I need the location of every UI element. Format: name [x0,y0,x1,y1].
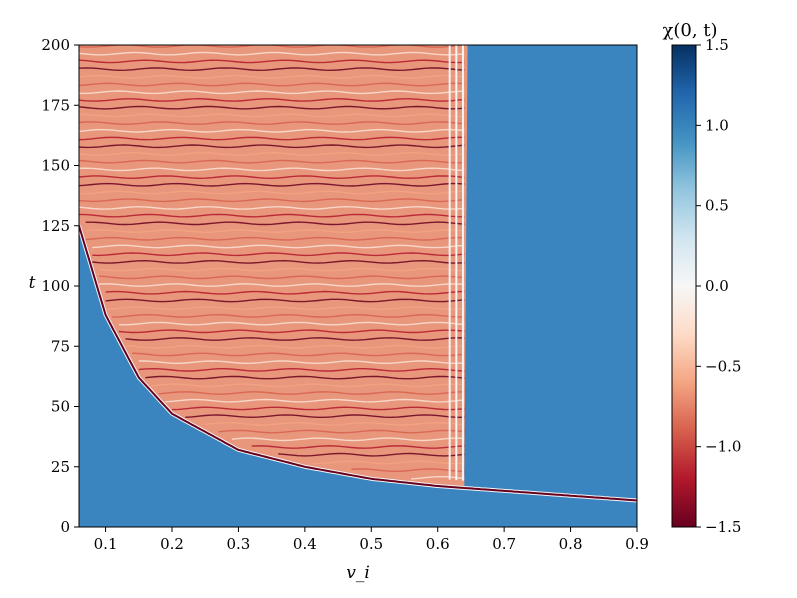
stripe [85,221,465,226]
y-tick-label: 125 [41,217,70,235]
oscillation-stripes [79,45,465,480]
stripe [79,128,465,133]
stripe [79,67,465,72]
stripe [79,74,465,79]
stripe [311,460,465,465]
stripe [79,167,465,172]
stripe [171,406,465,411]
stripe [92,244,465,249]
stripe [79,205,465,210]
x-tick-label: 0.9 [625,535,649,553]
y-tick-label: 0 [60,518,70,536]
y-tick-label: 200 [41,36,70,54]
separatrix-lines [448,45,464,481]
stripe [138,367,465,372]
stripe [79,190,465,195]
y-tick-label: 175 [41,96,70,114]
stripe [185,414,465,419]
stripe [85,229,465,234]
colorbar-tick-label: 0.5 [705,197,729,215]
stripe [92,259,465,264]
stripe [125,344,465,349]
y-tick-label: 25 [51,458,70,476]
stripe [105,298,465,303]
stripe [79,175,465,180]
x-tick-label: 0.7 [492,535,516,553]
stripe [218,429,465,434]
x-tick-label: 0.8 [559,535,583,553]
stripe [79,136,465,141]
stripe [79,121,465,126]
stripe [79,105,465,110]
heatmap [79,45,637,527]
x-axis-label: v_i [346,563,370,583]
x-tick-label: 0.4 [293,535,317,553]
stripe [85,236,465,241]
stripe [79,113,465,118]
stripe [112,313,465,318]
stripe [158,391,465,395]
stripe [98,283,465,287]
stripe [79,182,465,187]
stripe [98,275,465,280]
y-tick-label: 100 [41,277,70,295]
stripe [79,90,465,95]
stripe [118,321,465,326]
y-tick-label: 150 [41,157,70,175]
stripe [79,59,465,64]
y-tick-label: 50 [51,398,70,416]
colorbar-tick-label: 0.0 [705,277,729,295]
stripe [205,421,465,426]
stripe [79,159,465,164]
colorbar-tick-label: −1.0 [705,438,741,456]
stripe [132,352,465,357]
stripe [105,306,465,311]
y-axis-label: t [29,273,36,293]
x-tick-label: 0.3 [226,535,250,553]
stripe [138,360,465,365]
stripe [165,398,465,403]
x-tick-label: 0.6 [426,535,450,553]
colorbar-title: χ(0, t) [662,20,717,41]
y-axis-ticks: 0 25 50 75 100 125 150 175 200 [41,36,79,536]
stripe [79,97,465,102]
colorbar-ticks: −1.5 −1.0 −0.5 0.0 0.5 1.0 1.5 [696,36,741,536]
stripe [92,252,465,257]
stripe [105,290,465,295]
y-tick-label: 75 [51,337,70,355]
stripe [278,452,465,457]
stripe [125,337,465,341]
x-tick-label: 0.1 [94,535,118,553]
stripe [98,267,465,272]
colorbar [671,44,697,528]
colorbar-tick-label: 1.5 [705,36,729,54]
stripe [145,375,465,380]
stripe [79,151,465,156]
stripe [231,437,465,442]
stripe [152,383,465,388]
stripe [79,82,465,87]
stripe [118,329,465,334]
colorbar-tick-label: −1.5 [705,518,741,536]
stripe [79,144,465,149]
boundary-red-line [79,225,637,502]
stripe [351,468,465,473]
stripe [79,51,465,56]
stripe [251,445,465,449]
stripe [79,213,465,218]
x-axis-ticks: 0.1 0.2 0.3 0.4 0.5 0.6 0.7 0.8 0.9 [94,527,649,553]
x-tick-label: 0.5 [359,535,383,553]
colorbar-tick-label: −0.5 [705,357,741,375]
x-tick-label: 0.2 [160,535,184,553]
colorbar-tick-label: 1.0 [705,116,729,134]
stripe [79,198,465,203]
